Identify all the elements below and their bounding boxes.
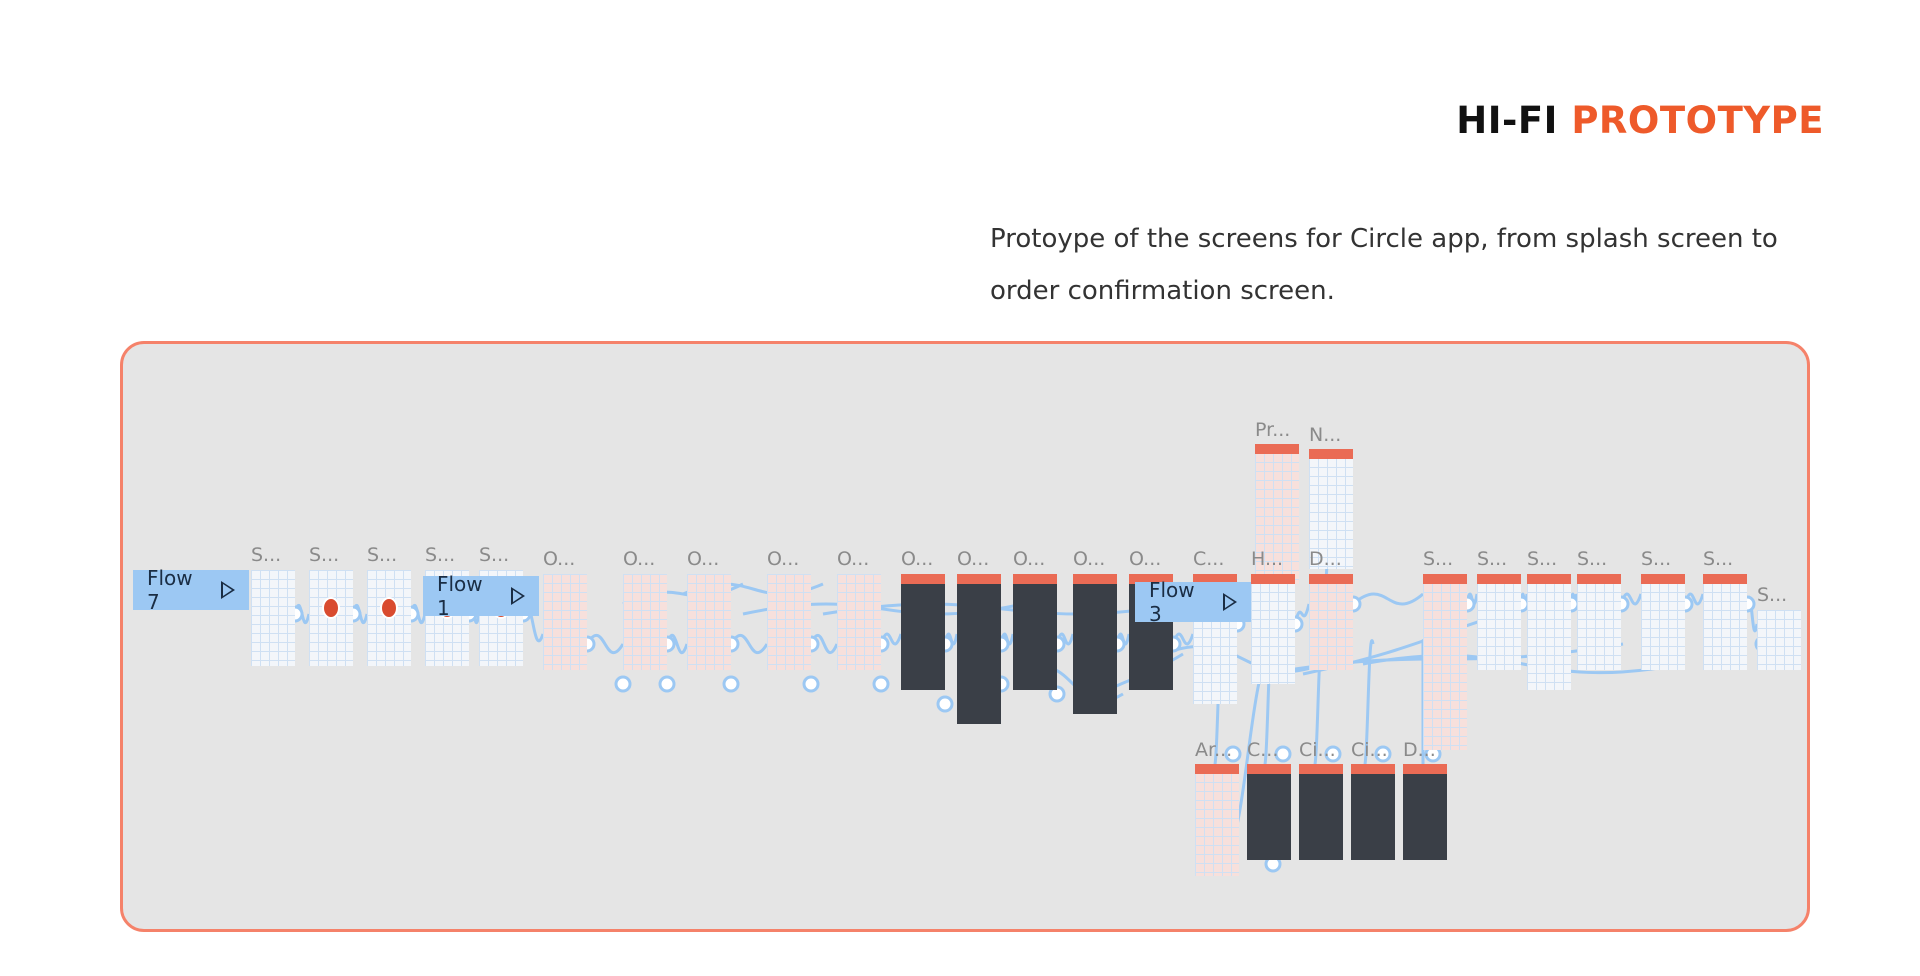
frame-label: C... (1247, 739, 1279, 761)
flow-start-tag[interactable]: Flow 3 (1135, 578, 1251, 626)
frame[interactable] (1309, 574, 1353, 670)
frame-label: O... (543, 548, 576, 570)
frame[interactable] (1073, 574, 1117, 714)
frame-label: O... (767, 548, 800, 570)
connector-wire (1362, 653, 1684, 675)
app-logo-icon (380, 597, 398, 620)
frame[interactable] (623, 574, 667, 670)
hotspot-node[interactable] (802, 675, 820, 693)
frame[interactable] (837, 574, 881, 670)
frame[interactable] (251, 570, 295, 666)
frame[interactable] (1299, 764, 1343, 860)
frame[interactable] (1423, 574, 1467, 750)
play-icon[interactable] (1223, 593, 1237, 611)
frame[interactable] (1309, 449, 1353, 569)
frame[interactable] (1251, 574, 1295, 684)
frame-label: C... (1193, 548, 1225, 570)
section-heading: HI-FI PROTOTYPE (1456, 97, 1824, 145)
hotspot-node[interactable] (1224, 745, 1242, 763)
frame[interactable] (1703, 574, 1747, 670)
frame[interactable] (1757, 610, 1801, 670)
app-logo-icon (322, 597, 340, 620)
frame[interactable] (1351, 764, 1395, 860)
connector-wire (822, 602, 1184, 616)
frame[interactable] (957, 574, 1001, 724)
hotspot-node[interactable] (1274, 745, 1292, 763)
prototype-board: Pr... N... S... S... S... S... S... O...… (120, 341, 1810, 932)
frame[interactable] (543, 574, 587, 670)
frame-label: S... (251, 544, 282, 566)
frame[interactable] (367, 570, 411, 666)
frame-label: D... (1403, 739, 1436, 761)
frame-label: S... (367, 544, 398, 566)
frame-label: Pr... (1255, 419, 1291, 441)
frame-label: S... (1527, 548, 1558, 570)
frame[interactable] (1195, 764, 1239, 876)
frame[interactable] (687, 574, 731, 670)
heading-accent: PROTOTYPE (1571, 98, 1824, 142)
connector-wire (1162, 644, 1324, 674)
frame-label: S... (1757, 584, 1788, 606)
frame-label: O... (1013, 548, 1046, 570)
frame[interactable] (1255, 444, 1299, 584)
play-icon[interactable] (511, 587, 525, 605)
frame-label: S... (1703, 548, 1734, 570)
frame-label: S... (309, 544, 340, 566)
hotspot-node[interactable] (1048, 685, 1066, 703)
frame[interactable] (309, 570, 353, 666)
frame-label: S... (425, 544, 456, 566)
heading-prefix: HI-FI (1456, 98, 1558, 142)
hotspot-node[interactable] (614, 675, 632, 693)
frame-label: S... (1641, 548, 1672, 570)
frame-label: O... (957, 548, 990, 570)
hotspot-node[interactable] (658, 675, 676, 693)
frame[interactable] (1403, 764, 1447, 860)
flow-label: Flow 1 (437, 572, 483, 620)
flow-label: Flow 7 (147, 566, 193, 614)
hotspot-node[interactable] (1324, 745, 1342, 763)
frame-label: O... (687, 548, 720, 570)
frame-label: H... (1251, 548, 1284, 570)
frame[interactable] (1013, 574, 1057, 690)
frame[interactable] (1527, 574, 1571, 690)
flow-start-tag[interactable]: Flow 7 (133, 566, 249, 614)
frame-label: Ci... (1299, 739, 1336, 761)
frame[interactable] (1477, 574, 1521, 670)
section-description: Protoype of the screens for Circle app, … (990, 224, 1778, 306)
frame[interactable] (1577, 574, 1621, 670)
frame-label: N... (1309, 424, 1342, 446)
frame-label: O... (1129, 548, 1162, 570)
hotspot-node[interactable] (872, 675, 890, 693)
hotspot-node[interactable] (1374, 745, 1392, 763)
frame-label: S... (479, 544, 510, 566)
hotspot-node[interactable] (936, 695, 954, 713)
frame[interactable] (1641, 574, 1685, 670)
frame-label: D... (1309, 548, 1342, 570)
frame-label: O... (623, 548, 656, 570)
frame-label: O... (901, 548, 934, 570)
frame-label: O... (837, 548, 870, 570)
frame-label: Ar... (1195, 739, 1233, 761)
frame-label: S... (1477, 548, 1508, 570)
frame-label: Ci... (1351, 739, 1388, 761)
hotspot-node[interactable] (722, 675, 740, 693)
connector-wire (1352, 592, 1424, 606)
flow-label: Flow 3 (1149, 578, 1195, 626)
frame[interactable] (767, 574, 811, 670)
play-icon[interactable] (221, 581, 235, 599)
frame-label: S... (1577, 548, 1608, 570)
frame[interactable] (1247, 764, 1291, 860)
frame-label: O... (1073, 548, 1106, 570)
frame-label: S... (1423, 548, 1454, 570)
frame[interactable] (901, 574, 945, 690)
flow-start-tag[interactable]: Flow 1 (423, 572, 539, 620)
